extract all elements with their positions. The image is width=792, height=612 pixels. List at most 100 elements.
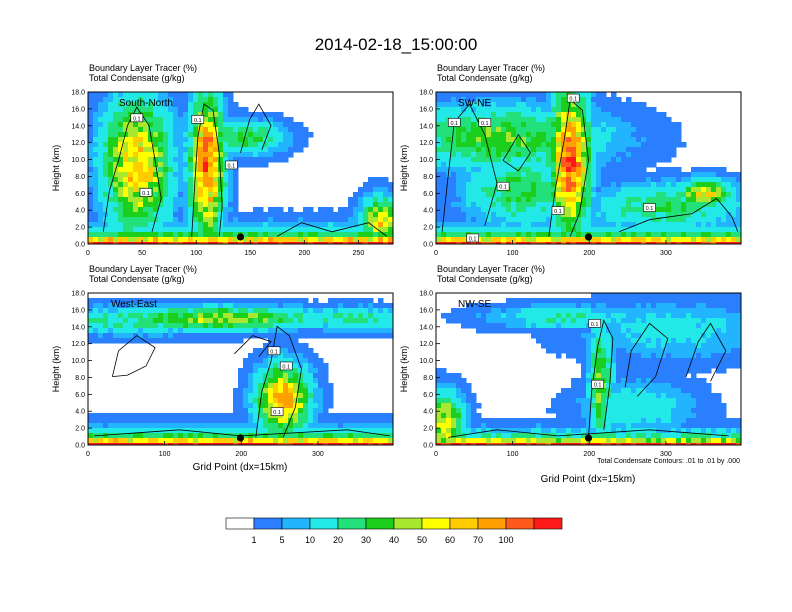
tracer-cell: [93, 227, 99, 233]
tracer-cell: [736, 207, 741, 213]
tracer-cell: [198, 92, 204, 98]
tracer-cell: [153, 443, 159, 445]
tracer-cell: [293, 147, 299, 153]
tracer-cell: [526, 323, 532, 329]
tracer-cell: [556, 353, 562, 359]
tracer-cell: [313, 423, 319, 429]
tracer-cell: [383, 418, 389, 424]
tracer-cell: [596, 192, 602, 198]
tracer-cell: [481, 192, 487, 198]
tracer-cell: [491, 197, 497, 203]
tracer-cell: [531, 232, 537, 238]
tracer-cell: [571, 212, 577, 218]
tracer-cell: [258, 212, 264, 218]
tracer-cell: [596, 222, 602, 228]
tracer-cell: [323, 333, 329, 339]
tracer-cell: [461, 313, 467, 319]
tracer-cell: [243, 373, 249, 379]
tracer-cell: [268, 318, 274, 324]
tracer-cell: [526, 157, 532, 163]
tracer-cell: [521, 177, 527, 183]
tracer-cell: [218, 418, 224, 424]
tracer-cell: [686, 207, 692, 213]
tracer-cell: [526, 172, 532, 178]
tracer-cell: [486, 227, 492, 233]
tracer-cell: [711, 343, 717, 349]
tracer-cell: [581, 172, 587, 178]
tracer-cell: [686, 348, 692, 354]
tracer-cell: [446, 182, 452, 188]
tracer-cell: [183, 152, 189, 158]
tracer-cell: [168, 222, 174, 228]
tracer-cell: [283, 373, 289, 379]
tracer-cell: [228, 217, 234, 223]
tracer-cell: [586, 202, 592, 208]
tracer-cell: [701, 202, 707, 208]
tracer-cell: [313, 232, 319, 238]
tracer-cell: [686, 318, 692, 324]
tracer-cell: [591, 182, 597, 188]
tracer-cell: [626, 333, 632, 339]
tracer-cell: [278, 137, 284, 143]
tracer-cell: [98, 418, 104, 424]
tracer-cell: [223, 212, 229, 218]
tracer-cell: [193, 152, 199, 158]
tracer-cell: [93, 137, 99, 143]
tracer-cell: [476, 107, 482, 113]
y-tick-label: 14.0: [71, 324, 85, 331]
tracer-cell: [183, 117, 189, 123]
tracer-cell: [731, 172, 737, 178]
tracer-cell: [661, 132, 667, 138]
tracer-cell: [606, 142, 612, 148]
tracer-cell: [651, 217, 657, 223]
tracer-cell: [511, 147, 517, 153]
tracer-cell: [476, 127, 482, 133]
x-axis-label: Grid Point (dx=15km): [193, 462, 288, 473]
tracer-cell: [143, 308, 149, 314]
tracer-cell: [123, 197, 129, 203]
tracer-cell: [98, 242, 104, 244]
tracer-cell: [388, 303, 393, 309]
tracer-cell: [113, 157, 119, 163]
tracer-cell: [318, 443, 324, 445]
tracer-cell: [666, 308, 672, 314]
tracer-cell: [278, 242, 284, 244]
tracer-cell: [556, 147, 562, 153]
tracer-cell: [308, 383, 314, 389]
tracer-cell: [651, 112, 657, 118]
tracer-cell: [273, 433, 279, 439]
tracer-cell: [268, 298, 274, 304]
tracer-cell: [193, 418, 199, 424]
tracer-cell: [203, 207, 209, 213]
tracer-cell: [93, 438, 99, 444]
tracer-cell: [188, 187, 194, 193]
tracer-cell: [521, 298, 527, 304]
tracer-cell: [93, 232, 99, 238]
tracer-cell: [461, 197, 467, 203]
tracer-cell: [283, 368, 289, 374]
tracer-cell: [388, 433, 393, 439]
tracer-cell: [118, 242, 124, 244]
tracer-cell: [243, 358, 249, 364]
tracer-cell: [253, 318, 259, 324]
tracer-cell: [213, 197, 219, 203]
tracer-cell: [98, 92, 104, 98]
tracer-cell: [541, 192, 547, 198]
tracer-cell: [716, 187, 722, 193]
tracer-cell: [536, 328, 542, 334]
tracer-cell: [258, 157, 264, 163]
tracer-cell: [288, 413, 294, 419]
tracer-cell: [333, 438, 339, 444]
tracer-cell: [736, 338, 741, 344]
tracer-cell: [581, 333, 587, 339]
tracer-cell: [736, 293, 741, 299]
tracer-cell: [283, 132, 289, 138]
tracer-cell: [163, 187, 169, 193]
tracer-cell: [591, 333, 597, 339]
tracer-cell: [631, 242, 637, 244]
tracer-cell: [666, 182, 672, 188]
tracer-cell: [481, 232, 487, 238]
tracer-cell: [566, 112, 572, 118]
tracer-cell: [158, 333, 164, 339]
tracer-cell: [228, 303, 234, 309]
